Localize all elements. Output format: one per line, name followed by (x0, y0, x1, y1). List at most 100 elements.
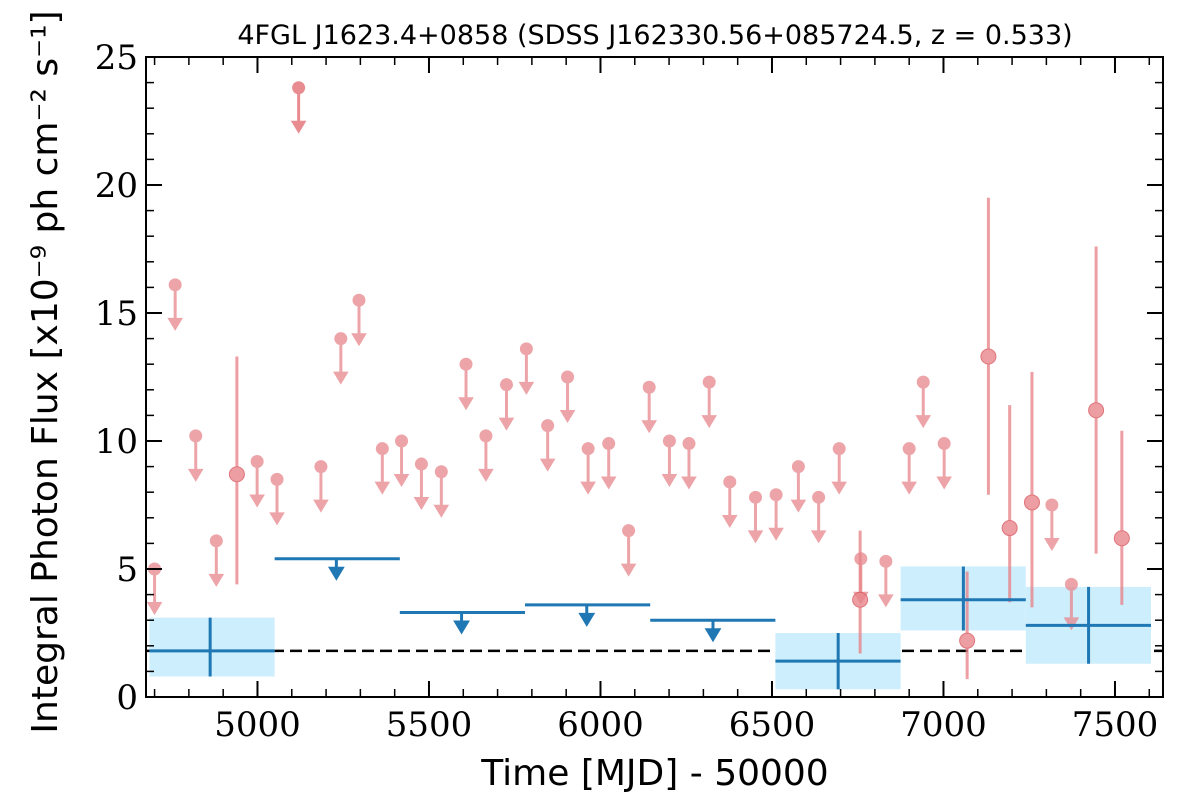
long-bin-upper-limit (274, 557, 400, 581)
upper-limit-marker (561, 370, 575, 384)
detection-marker (1023, 494, 1040, 511)
long-bin-detection (149, 617, 275, 677)
detection-marker (980, 348, 997, 365)
upper-limit-arrow-head (208, 573, 225, 587)
x-tick-label: 5500 (386, 705, 473, 745)
upper-limit-point (580, 442, 596, 495)
long-bin-upper-limit (525, 603, 651, 627)
upper-limit-point (269, 472, 285, 526)
y-tick-label: 0 (116, 678, 138, 718)
upper-limit-point (333, 332, 349, 385)
upper-limit-arrow-head (936, 476, 952, 490)
upper-limit-point (187, 429, 204, 482)
y-tick-label: 15 (95, 294, 138, 334)
upper-limit-marker (749, 490, 763, 504)
upper-limit-point (936, 437, 952, 490)
upper-limit-point (701, 375, 718, 429)
upper-limit-arrow-head (1044, 538, 1060, 551)
upper-limit-marker (352, 293, 366, 307)
upper-limit-arrow-head (269, 512, 285, 526)
upper-limit-arrow-head (790, 499, 807, 513)
y-axis-label: Integral Photon Flux [x10⁻⁹ ph cm⁻² s⁻¹] (25, 10, 66, 733)
upper-limit-arrow-head (146, 602, 163, 615)
upper-limit-arrow-head (901, 481, 917, 495)
upper-limit-point (878, 554, 894, 608)
detection-point (228, 356, 245, 585)
upper-limit-arrow-head (620, 563, 637, 577)
upper-limit-point (146, 562, 163, 615)
upper-limit-arrow-head (333, 371, 349, 385)
upper-limit-point (539, 419, 556, 472)
upper-limit-marker (189, 429, 203, 443)
detection-point (1023, 371, 1040, 608)
upper-limit-marker (622, 524, 636, 538)
upper-limit-arrow-head (393, 474, 410, 487)
upper-limit-arrow-head (313, 499, 329, 513)
long-bin-detection (1025, 586, 1151, 664)
upper-limit-point (600, 437, 617, 490)
upper-limit-point (208, 534, 225, 587)
upper-limit-marker (581, 442, 595, 456)
upper-limit-arrow-head (290, 120, 307, 134)
upper-limit-point (661, 434, 678, 487)
long-bin-upper-limit-arrow-head (578, 612, 596, 627)
upper-limit-point (518, 342, 535, 395)
upper-limit-arrow-head (374, 481, 391, 495)
upper-limit-marker (937, 437, 951, 451)
upper-limit-point (433, 465, 450, 518)
upper-limit-point (559, 370, 576, 423)
x-tick-label: 6000 (557, 705, 644, 745)
detection-marker (228, 466, 245, 483)
upper-limit-marker (519, 342, 533, 356)
y-tick-label: 20 (95, 166, 138, 206)
upper-limit-point (768, 488, 784, 541)
upper-limit-point (620, 524, 637, 577)
upper-limit-arrow-head (478, 468, 494, 482)
y-tick-label: 5 (116, 550, 138, 590)
upper-limit-arrow-head (701, 415, 718, 429)
upper-limit-arrow-head (681, 476, 697, 490)
y-tick-label: 10 (95, 422, 138, 462)
upper-limit-marker (314, 460, 328, 474)
upper-limit-arrow-head (600, 476, 617, 490)
upper-limit-arrow-head (878, 594, 894, 608)
upper-limit-point (1044, 498, 1060, 551)
upper-limit-marker (459, 357, 473, 371)
upper-limit-arrow-head (518, 381, 535, 395)
detection-point (1088, 246, 1105, 554)
detection-point (1001, 405, 1018, 603)
upper-limit-marker (541, 419, 555, 433)
upper-limit-marker (250, 454, 264, 468)
upper-limit-marker (414, 457, 428, 471)
long-bin-upper-limit-arrow-head (453, 620, 470, 635)
upper-limit-arrow-head (249, 494, 265, 508)
upper-limit-point (915, 375, 932, 429)
upper-limit-marker (916, 375, 930, 389)
upper-limit-marker (1045, 498, 1059, 512)
upper-limit-point (290, 81, 307, 134)
upper-limit-point (810, 490, 827, 544)
x-tick-label: 7000 (900, 705, 987, 745)
upper-limit-point (901, 442, 917, 495)
upper-limit-marker (902, 442, 916, 456)
detection-marker (1088, 402, 1105, 419)
plot-frame (145, 56, 1164, 698)
upper-limit-marker (434, 465, 448, 479)
upper-limit-point (351, 293, 367, 347)
long-bin-upper-limit (650, 618, 776, 643)
upper-limit-marker (642, 380, 656, 394)
long-bin-uncertainty-band (149, 617, 275, 677)
upper-limit-marker (832, 442, 846, 456)
upper-limit-arrow-head (915, 415, 932, 429)
upper-limit-arrow-head (661, 474, 678, 487)
upper-limit-point (249, 454, 265, 508)
upper-limit-arrow-head (187, 468, 204, 482)
upper-limit-arrow-head (433, 504, 450, 518)
upper-limit-marker (702, 375, 716, 389)
upper-limit-arrow-head (559, 410, 576, 423)
upper-limit-arrow-head (831, 481, 848, 495)
detection-marker (852, 591, 869, 608)
long-bin-markers (149, 557, 1151, 690)
x-tick-label: 7500 (1072, 705, 1159, 745)
